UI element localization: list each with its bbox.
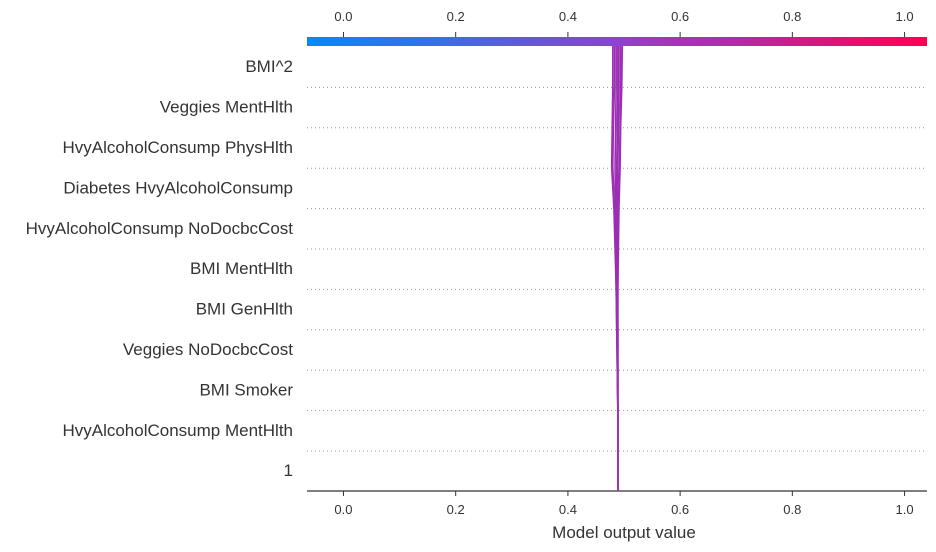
feature-labels: BMI^2 Veggies MentHlth HvyAlcoholConsump P… [26, 57, 294, 480]
top-axis: 0.0 0.2 0.4 0.6 0.8 1.0 [334, 9, 914, 37]
x-axis-label: Model output value [552, 523, 696, 542]
bottom-tick-label: 0.2 [447, 502, 465, 517]
feature-label: BMI Smoker [199, 380, 293, 399]
feature-label: HvyAlcoholConsump PhysHlth [62, 138, 293, 157]
top-tick-label: 0.2 [447, 9, 465, 24]
feature-label: HvyAlcoholConsump MentHlth [62, 421, 293, 440]
bottom-tick-label: 0.8 [783, 502, 801, 517]
feature-label: HvyAlcoholConsump NoDocbcCost [26, 219, 294, 238]
feature-label: BMI MentHlth [190, 259, 293, 278]
bottom-axis: 0.0 0.2 0.4 0.6 0.8 1.0 [307, 490, 927, 517]
top-tick-label: 0.6 [671, 9, 689, 24]
feature-label: Diabetes HvyAlcoholConsump [63, 178, 293, 197]
decision-lines [610, 45, 624, 491]
top-tick-label: 1.0 [896, 9, 914, 24]
bottom-tick-label: 0.0 [334, 502, 352, 517]
top-tick-label: 0.4 [559, 9, 577, 24]
bottom-tick-label: 1.0 [896, 502, 914, 517]
decision-line [617, 45, 624, 491]
feature-label: 1 [284, 461, 293, 480]
bottom-tick-label: 0.6 [671, 502, 689, 517]
top-tick-label: 0.0 [334, 9, 352, 24]
row-gridlines [307, 86, 927, 452]
bottom-tick-label: 0.4 [559, 502, 577, 517]
feature-label: BMI GenHlth [196, 300, 293, 319]
feature-label: Veggies MentHlth [160, 98, 293, 117]
feature-label: BMI^2 [245, 57, 293, 76]
colorbar [307, 37, 927, 46]
feature-label: Veggies NoDocbcCost [123, 340, 293, 359]
top-tick-label: 0.8 [783, 9, 801, 24]
